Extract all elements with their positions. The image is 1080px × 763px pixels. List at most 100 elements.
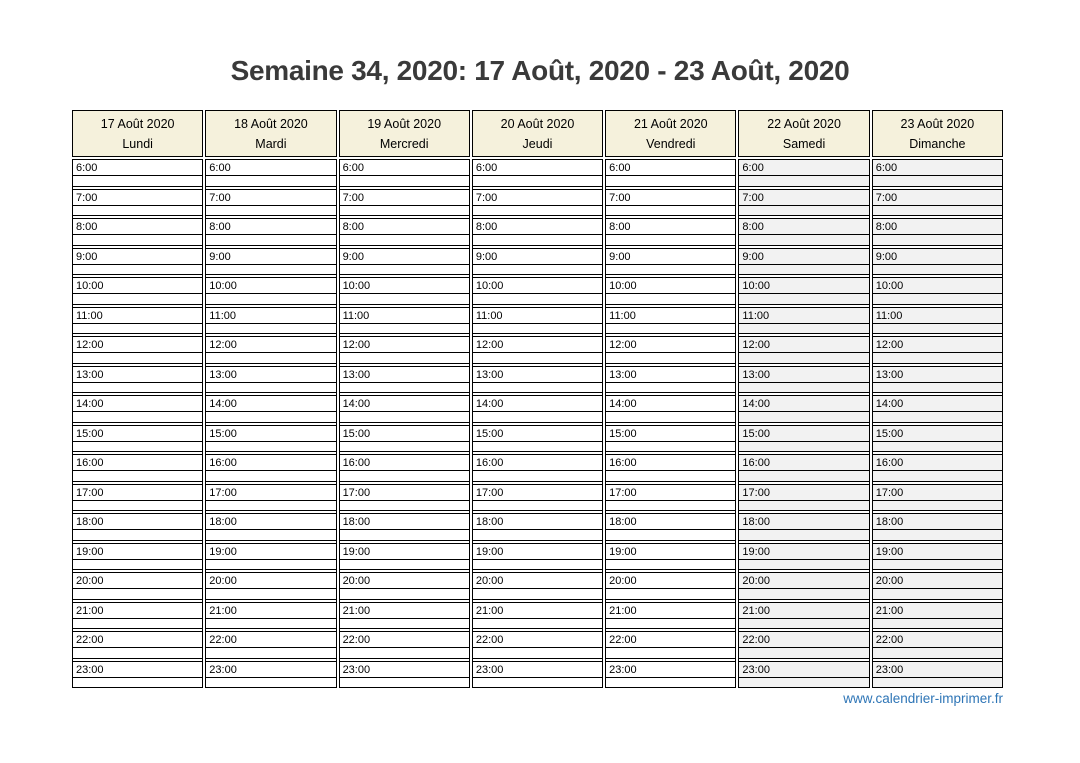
slot-mardi-1100: 11:00 [206,306,336,334]
half-hour-row [340,619,469,629]
half-hour-row [606,530,735,540]
half-hour-row [739,442,868,452]
footer-link[interactable]: www.calendrier-imprimer.fr [843,691,1003,706]
slot-jeudi-1100: 11:00 [472,306,603,334]
half-hour-row [340,294,469,304]
time-label: 9:00 [872,249,1002,265]
time-label: 13:00 [872,367,1002,383]
day-name: Vendredi [646,137,696,151]
half-hour-row [473,501,602,511]
half-hour-row [873,501,1002,511]
time-label: 12:00 [872,337,1002,353]
slot-mardi-2100: 21:00 [206,601,336,629]
time-label: 17:00 [606,485,736,501]
half-hour-row [473,412,602,422]
half-hour-row [206,235,335,245]
time-label: 22:00 [472,632,603,648]
time-label: 11:00 [872,308,1002,324]
half-hour-row [73,678,202,688]
time-label: 12:00 [206,337,336,353]
slot-vendredi-1100: 11:00 [606,306,736,334]
slot-mardi-1300: 13:00 [206,365,336,393]
day-header-lundi: 17 Août 2020 Lundi [72,110,204,157]
time-label: 10:00 [739,278,869,294]
time-label: 23:00 [73,662,203,678]
time-label: 21:00 [339,603,469,619]
slot-dimanche-1500: 15:00 [872,424,1002,452]
half-hour-row [340,648,469,658]
slot-mercredi-900: 9:00 [339,247,469,275]
time-label: 6:00 [606,160,736,176]
slot-dimanche-2100: 21:00 [872,601,1002,629]
slot-samedi-1200: 12:00 [739,336,869,364]
time-label: 6:00 [73,160,203,176]
half-hour-row [73,619,202,629]
half-hour-row [606,501,735,511]
time-label: 8:00 [606,219,736,235]
half-hour-row [206,383,335,393]
time-label: 9:00 [73,249,203,265]
half-hour-row [206,294,335,304]
calendar-body: 6:00 7:00 8:00 9:00 10:00 11:00 12:00 13:00 14:0… [72,159,1003,688]
time-label: 9:00 [739,249,869,265]
time-label: 6:00 [339,160,469,176]
day-column-mardi: 6:00 7:00 8:00 9:00 10:00 11:00 12:00 13:00 14:0… [205,159,337,688]
time-label: 20:00 [739,573,869,589]
half-hour-row [340,235,469,245]
time-label: 21:00 [606,603,736,619]
day-column-jeudi: 6:00 7:00 8:00 9:00 10:00 11:00 12:00 13:00 14:0… [471,159,604,688]
half-hour-row [473,619,602,629]
slot-jeudi-1700: 17:00 [472,483,603,511]
half-hour-row [73,501,202,511]
day-date: 23 Août 2020 [900,117,975,131]
slot-lundi-1500: 15:00 [73,424,203,452]
slot-dimanche-900: 9:00 [872,247,1002,275]
half-hour-row [739,678,868,688]
half-hour-row [340,324,469,334]
day-date: 19 Août 2020 [367,117,442,131]
time-label: 22:00 [739,632,869,648]
slot-lundi-1000: 10:00 [73,277,203,305]
slot-dimanche-1000: 10:00 [872,277,1002,305]
half-hour-row [206,471,335,481]
time-label: 15:00 [472,426,603,442]
half-hour-row [206,530,335,540]
time-label: 16:00 [739,455,869,471]
half-hour-row [340,589,469,599]
half-hour-row [206,560,335,570]
half-hour-row [473,442,602,452]
slot-mercredi-2200: 22:00 [339,631,469,659]
time-label: 13:00 [739,367,869,383]
time-label: 14:00 [606,396,736,412]
half-hour-row [206,648,335,658]
slot-lundi-1100: 11:00 [73,306,203,334]
time-label: 10:00 [339,278,469,294]
half-hour-row [73,383,202,393]
half-hour-row [206,265,335,275]
half-hour-row [739,383,868,393]
day-date: 17 Août 2020 [100,117,175,131]
slot-mercredi-1500: 15:00 [339,424,469,452]
half-hour-row [340,530,469,540]
slot-dimanche-1600: 16:00 [872,454,1002,482]
half-hour-row [873,353,1002,363]
time-label: 19:00 [339,544,469,560]
time-label: 19:00 [206,544,336,560]
time-label: 12:00 [739,337,869,353]
slot-mardi-1700: 17:00 [206,483,336,511]
time-label: 23:00 [206,662,336,678]
time-label: 6:00 [206,160,336,176]
half-hour-row [206,678,335,688]
day-column-lundi: 6:00 7:00 8:00 9:00 10:00 11:00 12:00 13:00 14:0… [72,159,204,688]
slot-lundi-600: 6:00 [73,159,203,187]
half-hour-row [473,235,602,245]
time-label: 23:00 [872,662,1002,678]
time-label: 15:00 [606,426,736,442]
time-label: 19:00 [472,544,603,560]
slot-mercredi-1100: 11:00 [339,306,469,334]
slot-lundi-1800: 18:00 [73,513,203,541]
half-hour-row [739,235,868,245]
slot-jeudi-2100: 21:00 [472,601,603,629]
half-hour-row [73,471,202,481]
slot-jeudi-700: 7:00 [472,188,603,216]
